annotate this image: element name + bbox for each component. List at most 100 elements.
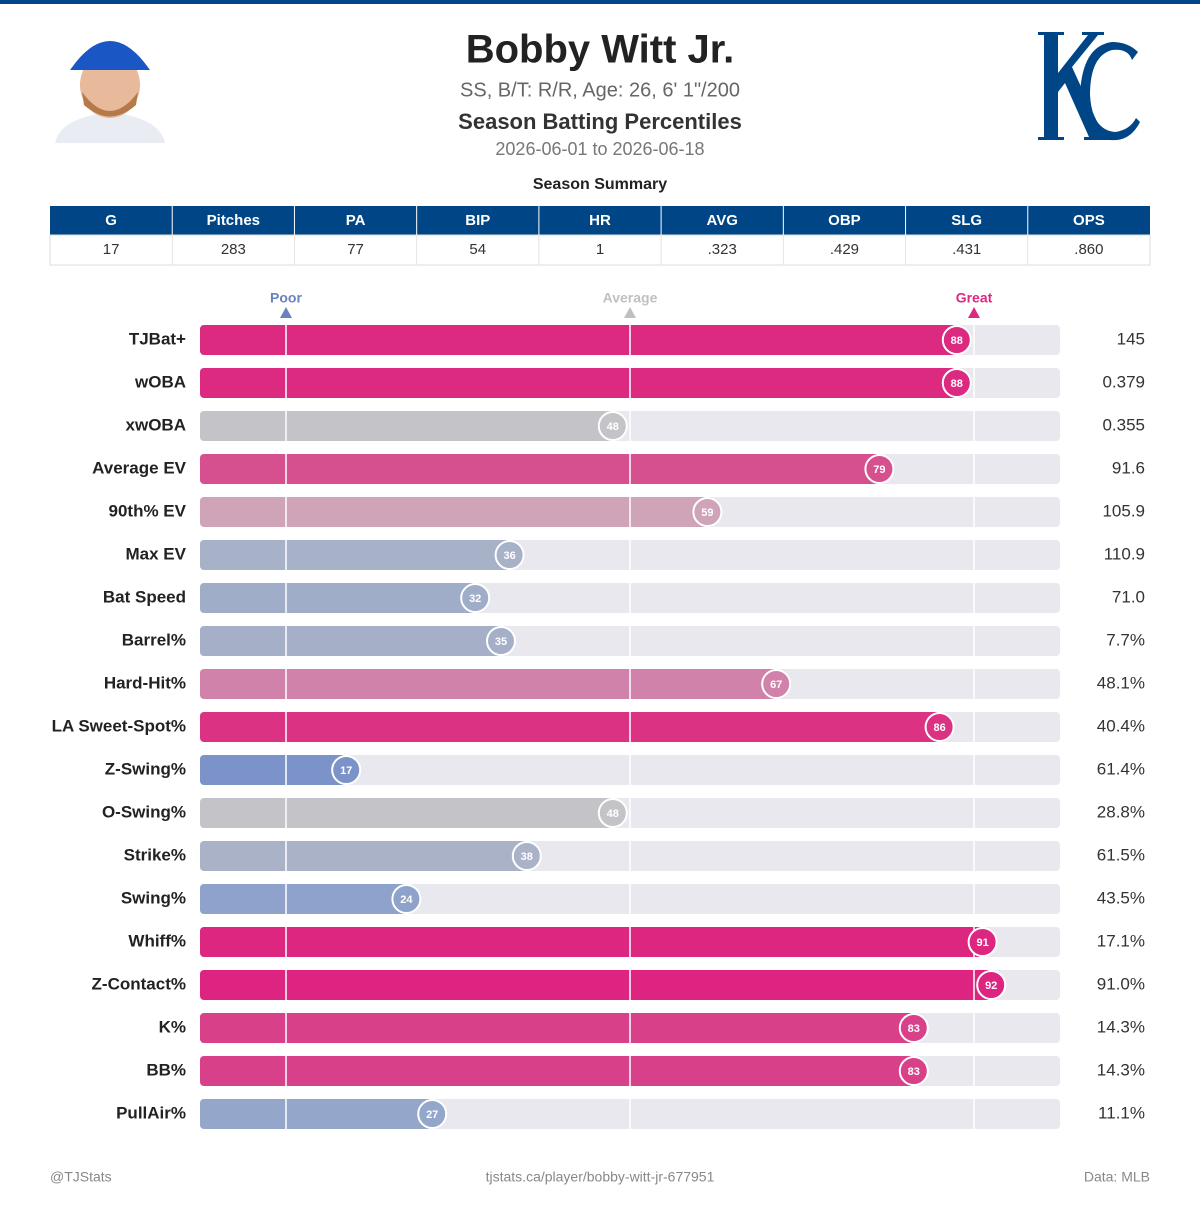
stat-value: 48.1% bbox=[1097, 673, 1145, 692]
category-label: Barrel% bbox=[122, 630, 186, 649]
percentile-label: 35 bbox=[495, 636, 507, 648]
bar bbox=[200, 583, 476, 613]
table-header: OPS bbox=[1073, 212, 1105, 229]
stat-value: 14.3% bbox=[1097, 1017, 1145, 1036]
percentile-label: 17 bbox=[340, 765, 352, 777]
percentile-label: 48 bbox=[607, 808, 619, 820]
bar bbox=[200, 712, 940, 742]
stat-value: 0.355 bbox=[1102, 415, 1145, 434]
stat-value: 105.9 bbox=[1102, 501, 1145, 520]
percentile-marker bbox=[391, 884, 422, 914]
percentile-marker bbox=[898, 1013, 929, 1043]
percentile-marker bbox=[417, 1099, 448, 1129]
category-label: LA Sweet-Spot% bbox=[52, 716, 186, 735]
category-label: Hard-Hit% bbox=[104, 673, 186, 692]
chart-title: Season Batting Percentiles bbox=[458, 109, 742, 134]
category-label: Strike% bbox=[124, 845, 186, 864]
percentile-marker bbox=[597, 798, 628, 828]
bar bbox=[200, 927, 983, 957]
category-label: PullAir% bbox=[116, 1103, 186, 1122]
stat-value: 110.9 bbox=[1104, 544, 1145, 563]
table-header-bg bbox=[50, 206, 1150, 235]
bar bbox=[200, 454, 880, 484]
percentile-marker bbox=[761, 669, 792, 699]
bar bbox=[200, 1013, 914, 1043]
stat-value: 43.5% bbox=[1097, 888, 1145, 907]
percentile-marker bbox=[486, 626, 516, 656]
table-title: Season Summary bbox=[533, 176, 667, 193]
table-cell: 283 bbox=[221, 241, 246, 258]
bar bbox=[200, 841, 527, 871]
category-label: wOBA bbox=[134, 372, 186, 391]
bar bbox=[200, 798, 613, 828]
percentile-marker bbox=[331, 755, 362, 785]
player-bio: SS, B/T: R/R, Age: 26, 6' 1"/200 bbox=[460, 79, 740, 101]
stat-value: 40.4% bbox=[1097, 716, 1145, 735]
category-label: Swing% bbox=[121, 888, 186, 907]
percentile-label: 79 bbox=[873, 464, 885, 476]
bar bbox=[200, 755, 347, 785]
percentile-marker bbox=[597, 411, 628, 441]
bar bbox=[200, 970, 992, 1000]
percentile-marker bbox=[967, 927, 998, 957]
x-tick-label: Great bbox=[956, 290, 993, 306]
table-header: Pitches bbox=[207, 212, 260, 229]
percentile-label: 59 bbox=[701, 507, 713, 519]
category-label: BB% bbox=[146, 1060, 186, 1079]
category-label: 90th% EV bbox=[109, 501, 187, 520]
category-label: Z-Contact% bbox=[92, 974, 186, 993]
bar bbox=[200, 1056, 914, 1086]
percentile-label: 32 bbox=[469, 593, 481, 605]
x-tick-marker bbox=[968, 307, 980, 318]
category-label: TJBat+ bbox=[129, 329, 186, 348]
table-header: SLG bbox=[951, 212, 982, 229]
percentile-marker bbox=[898, 1056, 929, 1086]
percentile-marker bbox=[864, 454, 895, 484]
bar bbox=[200, 884, 407, 914]
team-logo bbox=[1038, 32, 1140, 141]
stat-value: 7.7% bbox=[1106, 630, 1145, 649]
stat-value: 91.6 bbox=[1112, 458, 1145, 477]
percentile-label: 83 bbox=[908, 1066, 920, 1078]
percentile-marker bbox=[941, 325, 972, 355]
bar bbox=[200, 325, 957, 355]
percentile-marker bbox=[976, 970, 1007, 1000]
bar bbox=[200, 411, 613, 441]
percentile-label: 88 bbox=[951, 378, 963, 390]
percentile-marker bbox=[511, 841, 542, 871]
stat-value: 145 bbox=[1117, 329, 1145, 348]
footer-right: Data: MLB bbox=[1084, 1169, 1150, 1185]
bar bbox=[200, 669, 777, 699]
table-cell: .429 bbox=[830, 241, 859, 258]
date-range: 2026-06-01 to 2026-06-18 bbox=[495, 139, 704, 159]
category-label: Bat Speed bbox=[103, 587, 186, 606]
headshot bbox=[55, 41, 165, 143]
percentile-label: 36 bbox=[503, 550, 515, 562]
table-cell: 17 bbox=[103, 241, 120, 258]
bar bbox=[200, 626, 501, 656]
x-tick-marker bbox=[624, 307, 636, 318]
table-cell: 1 bbox=[596, 241, 604, 258]
table-cell: .860 bbox=[1074, 241, 1103, 258]
percentile-label: 38 bbox=[521, 851, 533, 863]
percentile-label: 92 bbox=[985, 980, 997, 992]
bar bbox=[200, 497, 708, 527]
bar bbox=[200, 368, 957, 398]
table-header: HR bbox=[589, 212, 611, 229]
stat-value: 91.0% bbox=[1097, 974, 1145, 993]
x-tick-marker bbox=[280, 307, 292, 318]
category-label: Z-Swing% bbox=[105, 759, 186, 778]
x-tick-label: Average bbox=[603, 290, 658, 306]
category-label: Average EV bbox=[92, 458, 187, 477]
percentile-marker bbox=[941, 368, 972, 398]
table-cell: 77 bbox=[347, 241, 364, 258]
percentile-label: 88 bbox=[951, 335, 963, 347]
category-label: O-Swing% bbox=[102, 802, 186, 821]
stat-value: 61.5% bbox=[1097, 845, 1145, 864]
top-border bbox=[0, 0, 1200, 4]
percentile-label: 67 bbox=[770, 679, 782, 691]
category-label: Whiff% bbox=[128, 931, 186, 950]
table-cell: .323 bbox=[708, 241, 737, 258]
stat-value: 17.1% bbox=[1097, 931, 1145, 950]
